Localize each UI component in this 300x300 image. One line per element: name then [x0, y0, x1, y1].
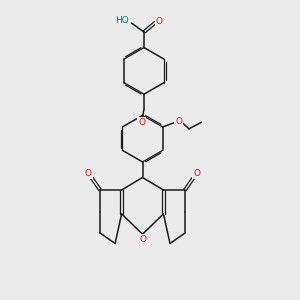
Text: O: O [85, 169, 92, 178]
Text: O: O [175, 116, 182, 125]
Text: O: O [138, 118, 145, 127]
Text: O: O [156, 16, 163, 26]
Text: O: O [194, 169, 200, 178]
Text: O: O [139, 235, 146, 244]
Text: HO: HO [115, 16, 129, 25]
